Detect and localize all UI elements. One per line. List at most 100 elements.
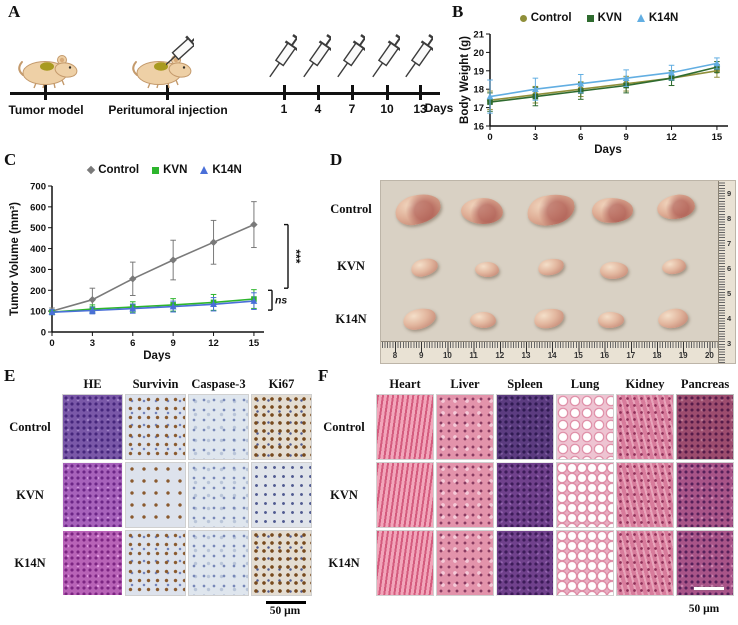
svg-text:12: 12 (666, 132, 677, 143)
legend-label: Control (530, 12, 572, 24)
svg-text:21: 21 (473, 30, 484, 41)
f-col-header-spleen: Spleen (507, 377, 543, 391)
svg-text:300: 300 (30, 265, 46, 276)
body-weight-chart: 0 3 6 9 12 15 16 17 18 19 20 21 Days Body Weight (g) (459, 30, 728, 156)
day-tick-label: 7 (348, 102, 356, 116)
svg-text:600: 600 (30, 202, 46, 213)
f-row-label-control: Control (323, 420, 365, 434)
svg-text:15: 15 (712, 132, 723, 143)
legend-item: Control (519, 12, 572, 24)
day-tick-label: 13 (413, 102, 427, 116)
tumor-spot (40, 62, 54, 71)
d-row-label-control: Control (330, 202, 372, 216)
histology-caspase3-k14n (188, 530, 249, 596)
histology-lung-k14n (556, 530, 614, 596)
svg-text:400: 400 (30, 244, 46, 255)
day-tick-label: 4 (314, 102, 322, 116)
histology-he-kvn (62, 462, 123, 528)
histology-survivin-control (125, 394, 186, 460)
f-row-label-kvn: KVN (330, 488, 358, 502)
svg-text:Days: Days (594, 144, 622, 156)
ruler-number: 6 (727, 264, 732, 273)
tumor-blob (656, 306, 690, 331)
legend-item: Control (86, 164, 140, 176)
histology-pancreas-control (676, 394, 734, 460)
timeline-tick (351, 85, 354, 100)
histology-liver-kvn (436, 462, 494, 528)
histology-ki67-kvn (251, 462, 312, 528)
svg-text:Days: Days (143, 350, 171, 362)
kvn-marker-icon (152, 166, 160, 174)
legend-item: KVN (586, 12, 622, 24)
tumor-spot (154, 62, 168, 71)
syringe-icon (303, 34, 331, 78)
svg-text:100: 100 (30, 307, 46, 318)
ruler-number: 19 (678, 351, 688, 360)
f-col-header-pancreas: Pancreas (680, 377, 730, 391)
tumor-blob (460, 197, 504, 225)
right-ruler: 9 8 7 6 5 4 3 (718, 181, 735, 363)
day-tick-label: 10 (380, 102, 394, 116)
histology-caspase3-control (188, 394, 249, 460)
e-scale-label: 50 μm (269, 605, 301, 617)
tumor-blob (524, 190, 578, 230)
tumor-blob (401, 305, 438, 333)
histology-lung-control (556, 394, 614, 460)
histology-liver-k14n (436, 530, 494, 596)
svg-text:15: 15 (249, 338, 260, 349)
tumor-blob (599, 261, 629, 280)
bottom-ruler: 8 9 10 11 12 13 14 15 16 17 18 19 20 (381, 341, 719, 363)
histology-spleen-control (496, 394, 554, 460)
e-col-header-caspase3: Caspase-3 (191, 377, 246, 391)
ruler-number: 16 (600, 351, 610, 360)
tumor-blob (591, 197, 634, 224)
ruler-number: 7 (727, 239, 732, 248)
svg-text:9: 9 (171, 338, 176, 349)
legend-label: Control (98, 164, 140, 176)
histology-spleen-k14n (496, 530, 554, 596)
panel-d-label: D (330, 150, 343, 169)
control-marker-icon (86, 165, 96, 175)
f-row-label-k14n: K14N (328, 556, 360, 570)
body-weight-legend: Control KVN K14N (462, 12, 736, 24)
f-col-header-heart: Heart (389, 377, 421, 391)
timeline-tick (419, 85, 422, 100)
histology-spleen-kvn (496, 462, 554, 528)
timeline-tick (44, 85, 47, 100)
control-marker-icon (519, 14, 527, 22)
tumor-blob (469, 311, 497, 329)
histology-ki67-control (251, 394, 312, 460)
svg-text:500: 500 (30, 223, 46, 234)
histology-survivin-k14n (125, 530, 186, 596)
f-scale-label: 50 μm (688, 603, 720, 615)
svg-text:18: 18 (473, 85, 484, 96)
ruler-cm-ticks (381, 342, 719, 353)
svg-text:***: *** (289, 249, 303, 263)
svg-text:6: 6 (578, 132, 583, 143)
legend-label: K14N (648, 12, 679, 24)
e-row-label-control: Control (9, 420, 51, 434)
days-axis-label: Days (424, 101, 454, 115)
ruler-number: 9 (418, 351, 424, 360)
svg-text:Body Weight (g): Body Weight (g) (459, 36, 471, 124)
f-col-header-lung: Lung (570, 377, 600, 391)
svg-text:0: 0 (487, 132, 492, 143)
scale-bar (694, 587, 724, 590)
timeline-tick (283, 85, 286, 100)
e-row-label-k14n: K14N (14, 556, 46, 570)
ruler-number: 13 (521, 351, 531, 360)
ruler-number: 5 (727, 289, 732, 298)
svg-text:12: 12 (208, 338, 219, 349)
svg-text:Tumor Volume (mm³): Tumor Volume (mm³) (9, 202, 21, 316)
svg-text:3: 3 (533, 132, 538, 143)
histology-pancreas-kvn (676, 462, 734, 528)
e-col-header-he: HE (83, 377, 102, 391)
ruler-number: 9 (727, 189, 732, 198)
ruler-number: 10 (442, 351, 452, 360)
ruler-number: 12 (495, 351, 505, 360)
panel-e-label: E (4, 366, 16, 385)
svg-text:0: 0 (41, 328, 46, 339)
timeline-tick (166, 85, 169, 100)
svg-text:0: 0 (49, 338, 54, 349)
histology-kidney-kvn (616, 462, 674, 528)
